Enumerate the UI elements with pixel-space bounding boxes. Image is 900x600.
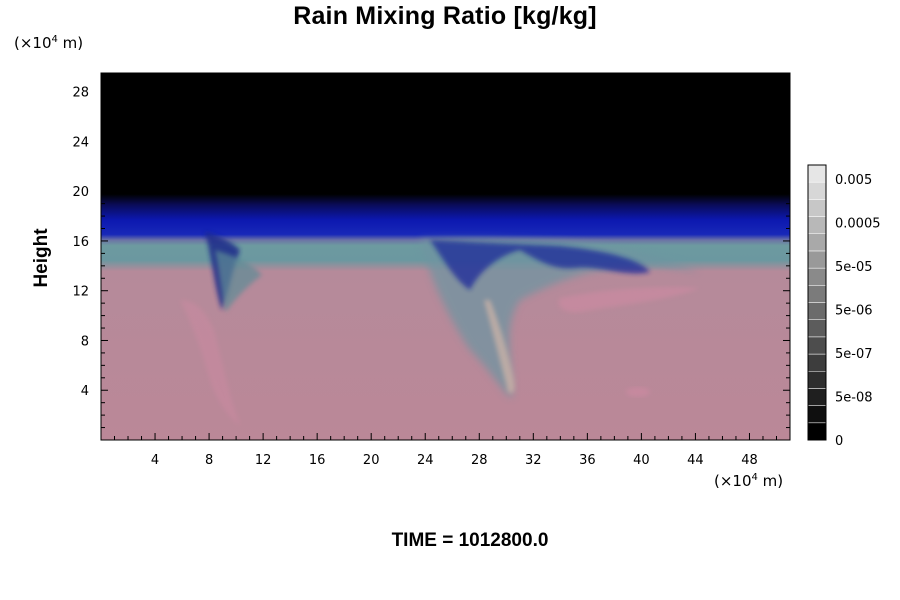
colorbar-label: 5e-08	[835, 391, 873, 406]
colorbar-label: 5e-05	[835, 260, 873, 275]
colorbar-swatch	[807, 405, 827, 424]
colorbar: 0.005 0.0005 5e-05 5e-06 5e-07 5e-08 0	[807, 164, 881, 449]
x-axis-unit: (×104 m)	[714, 472, 784, 490]
y-axis-ticks: 4 8 12 16 20 24 28	[72, 78, 790, 429]
teal-plume-center	[420, 239, 700, 398]
y-tick-label: 16	[72, 235, 89, 250]
colorbar-label: 0.005	[835, 173, 872, 188]
colorbar-swatch	[807, 371, 827, 389]
y-tick-label: 8	[81, 334, 89, 349]
field-features	[180, 232, 700, 425]
y-tick-label: 28	[72, 86, 89, 101]
colorbar-swatch	[807, 353, 827, 372]
colorbar-label: 5e-06	[835, 304, 873, 319]
y-tick-label: 12	[72, 285, 89, 300]
plot-frame	[100, 72, 791, 441]
y-tick-label: 20	[72, 185, 89, 200]
x-tick-label: 4	[151, 453, 159, 468]
colorbar-swatch	[807, 250, 827, 269]
x-tick-label: 16	[309, 453, 326, 468]
colorbar-label: 5e-07	[835, 347, 873, 362]
x-tick-label: 8	[205, 453, 213, 468]
y-axis-unit: (×104 m)	[14, 34, 84, 52]
time-label: TIME = 1012800.0	[391, 530, 549, 551]
colorbar-swatch	[807, 336, 827, 355]
colorbar-swatch	[807, 181, 827, 200]
colorbar-swatch	[807, 285, 827, 303]
colorbar-label: 0	[835, 434, 843, 449]
light-streak-center	[484, 300, 515, 394]
chart-title: Rain Mixing Ratio [kg/kg]	[293, 2, 597, 30]
x-tick-label: 24	[417, 453, 434, 468]
pink-streak-right	[558, 287, 700, 313]
blue-plume-center	[430, 240, 650, 290]
pink-streak-left	[180, 300, 240, 425]
colorbar-swatch	[807, 267, 827, 286]
x-tick-label: 20	[363, 453, 380, 468]
x-tick-label: 12	[255, 453, 272, 468]
pink-blob	[626, 387, 650, 397]
y-tick-label: 24	[72, 135, 89, 150]
x-tick-label: 40	[633, 453, 650, 468]
colorbar-label: 0.0005	[835, 217, 881, 232]
teal-plume-left	[215, 250, 262, 312]
x-tick-label: 44	[687, 453, 704, 468]
x-tick-label: 32	[525, 453, 542, 468]
x-tick-label: 36	[579, 453, 596, 468]
x-axis-ticks: 4 8 12 16 20 24 28 32 36 40 44 48	[114, 73, 777, 468]
colorbar-swatch	[807, 388, 827, 406]
colorbar-frame	[807, 164, 827, 441]
colorbar-swatch	[807, 422, 827, 441]
colorbar-swatch	[807, 164, 827, 183]
colorbar-swatch	[807, 319, 827, 338]
x-tick-label: 28	[471, 453, 488, 468]
y-tick-label: 4	[81, 384, 89, 399]
colorbar-swatch	[807, 216, 827, 234]
colorbar-swatch	[807, 302, 827, 320]
colorbar-swatch	[807, 233, 827, 252]
x-tick-label: 48	[741, 453, 758, 468]
colorbar-swatch	[807, 199, 827, 217]
